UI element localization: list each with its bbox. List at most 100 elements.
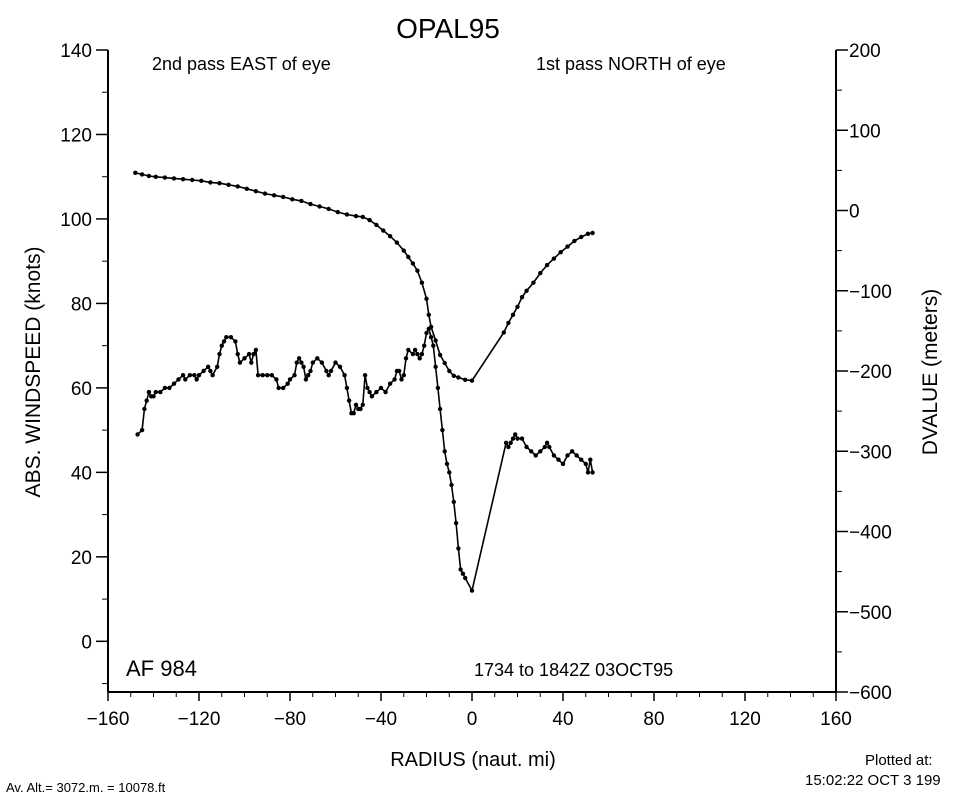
windspeed-data-point	[344, 385, 350, 391]
windspeed-data-point	[139, 427, 145, 433]
windspeed-data-point	[187, 373, 193, 378]
windspeed-data-point	[422, 343, 427, 348]
windspeed-data-point	[285, 381, 290, 386]
dvalue-data-point	[394, 240, 400, 245]
dvalue-data-point	[551, 256, 557, 261]
windspeed-data-point	[565, 453, 570, 458]
windspeed-data-point	[524, 444, 529, 450]
right-tick-label: −500	[849, 603, 892, 624]
windspeed-data-point	[585, 470, 591, 475]
dvalue-data-point	[519, 295, 525, 300]
dvalue-data-point	[271, 193, 277, 198]
windspeed-data-point	[440, 427, 445, 433]
left-tick-label: 0	[81, 632, 92, 653]
left-tick-label: 140	[60, 41, 92, 62]
windspeed-data-point	[533, 453, 538, 458]
dvalue-data-point	[244, 186, 249, 191]
dvalue-data-point	[387, 234, 393, 239]
windspeed-data-point	[447, 470, 452, 475]
dvalue-data-point	[281, 194, 286, 200]
dvalue-data-point	[308, 201, 313, 207]
windspeed-data-point	[579, 457, 584, 462]
windspeed-data-point	[519, 436, 525, 441]
dvalue-data-point	[262, 191, 268, 196]
windspeed-data-point	[588, 457, 593, 462]
x-tick-label: 40	[552, 709, 573, 730]
x-tick-label: −40	[365, 709, 397, 730]
windspeed-data-point	[255, 373, 261, 378]
average-altitude: Av. Alt.= 3072.m. = 10078.ft	[6, 780, 166, 795]
windspeed-data-point	[171, 381, 177, 386]
x-tick-label: 160	[820, 709, 852, 730]
windspeed-data-point	[435, 385, 441, 391]
windspeed-data-point	[403, 356, 409, 361]
x-tick-label: 0	[467, 709, 478, 730]
windspeed-data-point	[574, 453, 579, 458]
x-tick-label: −120	[178, 709, 221, 730]
dvalue-data-point	[401, 248, 406, 253]
dvalue-data-point	[367, 217, 372, 223]
dvalue-data-point	[426, 312, 431, 317]
windspeed-data-point	[167, 385, 172, 391]
windspeed-data-point	[153, 389, 158, 395]
x-tick-label: 120	[729, 709, 761, 730]
windspeed-data-point	[469, 588, 475, 593]
windspeed-data-point	[242, 356, 247, 361]
dvalue-data-point	[463, 377, 468, 382]
plotted-at-label: Plotted at:	[865, 752, 933, 769]
dvalue-data-point	[180, 177, 186, 182]
right-axis-label: DVALUE (meters)	[919, 289, 942, 455]
annotation-right-top: 1st pass NORTH of eye	[536, 54, 726, 74]
windspeed-data-point	[358, 406, 363, 412]
dvalue-data-point	[410, 261, 416, 266]
dvalue-data-point	[139, 172, 145, 177]
windspeed-data-point	[276, 385, 281, 391]
dvalue-data-point	[531, 280, 536, 285]
dvalue-data-point	[290, 197, 295, 202]
windspeed-data-point	[237, 360, 243, 365]
windspeed-data-point	[294, 360, 299, 365]
windspeed-data-point	[529, 449, 534, 454]
dvalue-data-point	[510, 312, 516, 317]
right-tick-label: −600	[849, 683, 892, 704]
dvalue-data-point	[317, 204, 322, 209]
x-tick-label: −160	[87, 709, 130, 730]
windspeed-data-point	[456, 546, 461, 551]
dvalue-data-point	[146, 173, 152, 179]
windspeed-data-point	[392, 377, 397, 382]
windspeed-data-point	[260, 373, 265, 378]
dvalue-data-point	[433, 338, 438, 343]
dvalue-series-line	[135, 172, 593, 382]
chart-title: OPAL95	[396, 13, 500, 44]
windspeed-data-point	[333, 360, 338, 365]
windspeed-data-point	[215, 364, 220, 369]
right-tick-label: 100	[849, 121, 881, 142]
windspeed-data-point	[337, 364, 343, 369]
windspeed-data-point	[328, 368, 334, 374]
windspeed-data-point	[353, 402, 359, 407]
annotation-time-range: 1734 to 1842Z 03OCT95	[474, 660, 673, 680]
dvalue-data-point	[544, 262, 550, 268]
dvalue-data-point	[585, 231, 591, 236]
windspeed-data-point	[415, 351, 420, 357]
windspeed-data-point	[192, 373, 197, 378]
windspeed-data-point	[556, 457, 561, 462]
left-tick-label: 60	[71, 379, 92, 400]
dvalue-data-point	[190, 177, 195, 183]
windspeed-data-point	[369, 394, 375, 399]
windspeed-data-point	[324, 368, 329, 374]
dvalue-data-point	[208, 180, 213, 185]
windspeed-data-point	[399, 377, 404, 382]
windspeed-data-point	[303, 377, 309, 382]
windspeed-data-point	[458, 567, 463, 572]
windspeed-data-point	[551, 453, 557, 458]
dvalue-data-point	[442, 360, 447, 366]
windspeed-data-point	[346, 398, 352, 403]
windspeed-data-point	[296, 356, 302, 361]
dvalue-data-point	[538, 270, 543, 276]
dvalue-data-point	[451, 373, 456, 378]
left-tick-label: 120	[60, 125, 92, 146]
dvalue-data-point	[326, 206, 331, 212]
windspeed-data-point	[433, 364, 438, 369]
